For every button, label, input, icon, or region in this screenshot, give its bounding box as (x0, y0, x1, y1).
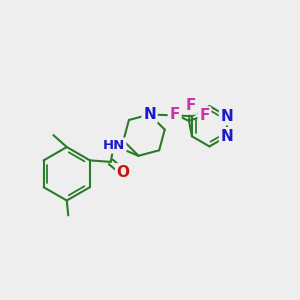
Text: O: O (117, 165, 130, 180)
Text: N: N (220, 129, 233, 144)
Text: F: F (199, 108, 210, 123)
Text: F: F (169, 107, 180, 122)
Text: F: F (185, 98, 196, 113)
Text: HN: HN (103, 139, 125, 152)
Text: N: N (143, 107, 156, 122)
Text: N: N (220, 109, 233, 124)
